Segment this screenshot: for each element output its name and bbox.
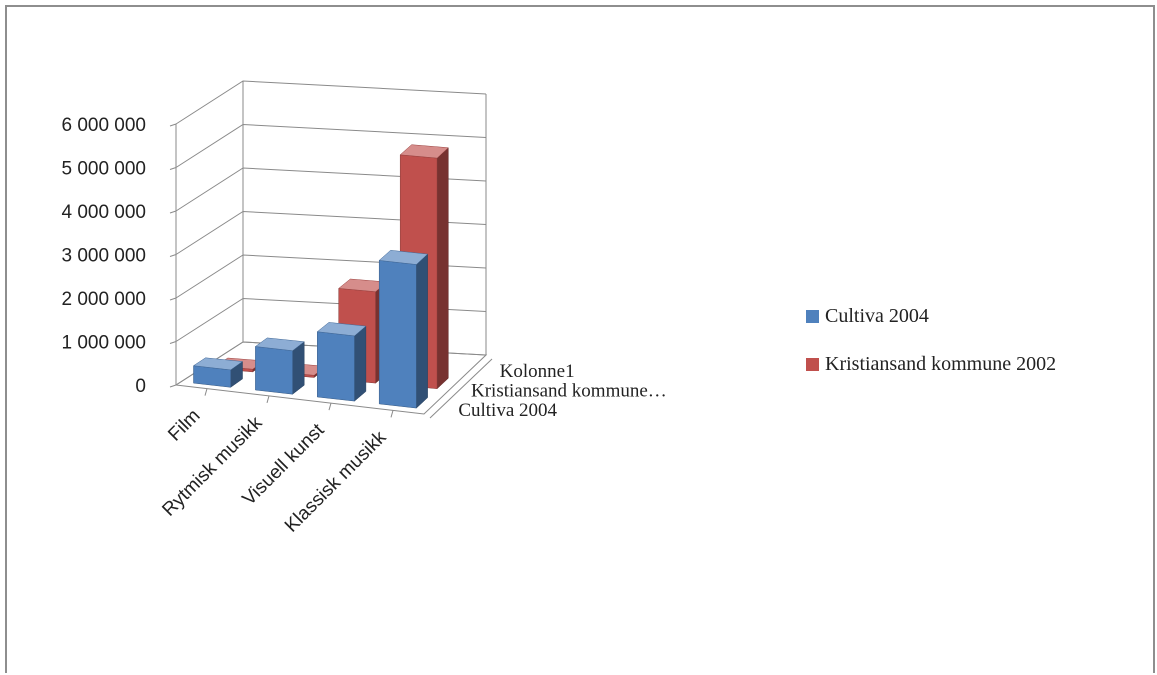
bar-cultiva [316,322,367,402]
y-tick-label: 5 000 000 [61,159,146,180]
y-tick-mark [169,254,177,257]
y-tick-label: 4 000 000 [61,202,146,223]
depth-axis-label: Kristiansand kommune… [471,381,667,402]
legend-label: Cultiva 2004 [825,305,929,327]
depth-axis-label: Cultiva 2004 [458,400,557,421]
legend-label: Kristiansand kommune 2002 [825,353,1056,375]
y-tick-label: 6 000 000 [61,115,146,136]
y-tick-mark [169,123,177,127]
y-tick-mark [169,384,177,388]
y-tick-label: 0 [135,376,146,397]
bar-cultiva [254,337,305,395]
y-tick-mark [169,167,177,170]
floor-outline [174,341,488,415]
depth-axis-line [429,358,493,419]
bar-cultiva [192,357,244,388]
y-tick-label: 3 000 000 [61,246,146,267]
y-axis-ticks: 0 1 000 000 2 000 000 3 000 000 4 000 000 5 0… [61,115,177,397]
y-tick-label: 1 000 000 [61,333,146,354]
legend: Cultiva 2004 Kristiansand kommune 2002 [806,305,1056,375]
bar-front-face [317,331,355,402]
legend-swatch [806,310,819,323]
y-tick-label: 2 000 000 [61,289,146,310]
depth-axis-label: Kolonne1 [500,361,575,382]
chart-frame [5,5,1155,673]
x-tick-mark [204,388,208,396]
x-tick-mark [328,402,332,411]
x-tick-mark [266,395,270,404]
bar-front-face [255,346,293,395]
bar-side-face [354,325,367,402]
y-tick-mark [169,341,177,344]
bar-cultiva [378,250,429,409]
bar-top-face [399,144,449,159]
y-tick-mark [169,297,177,301]
category-label: Film [164,405,204,445]
bar-top-face [316,322,367,337]
bar-top-face [378,250,429,265]
x-tick-mark [390,410,394,418]
bar-side-face [436,147,449,390]
legend-swatch [806,358,819,371]
bar-top-face [192,357,244,371]
bar-front-face [378,260,417,409]
bar-side-face [416,253,428,409]
bar-top-face [254,337,305,351]
gridline [175,80,487,125]
y-tick-mark [169,210,177,214]
bars [192,144,449,409]
